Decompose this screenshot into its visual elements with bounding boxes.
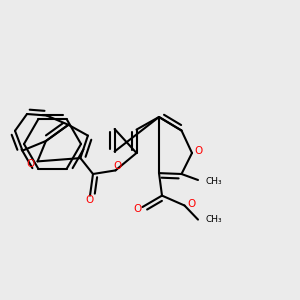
Text: O: O: [113, 160, 121, 171]
Text: O: O: [194, 146, 203, 157]
Text: O: O: [86, 195, 94, 206]
Text: CH₃: CH₃: [205, 215, 222, 224]
Text: O: O: [133, 203, 141, 214]
Text: O: O: [27, 159, 35, 169]
Text: O: O: [187, 199, 195, 209]
Text: CH₃: CH₃: [206, 177, 222, 186]
